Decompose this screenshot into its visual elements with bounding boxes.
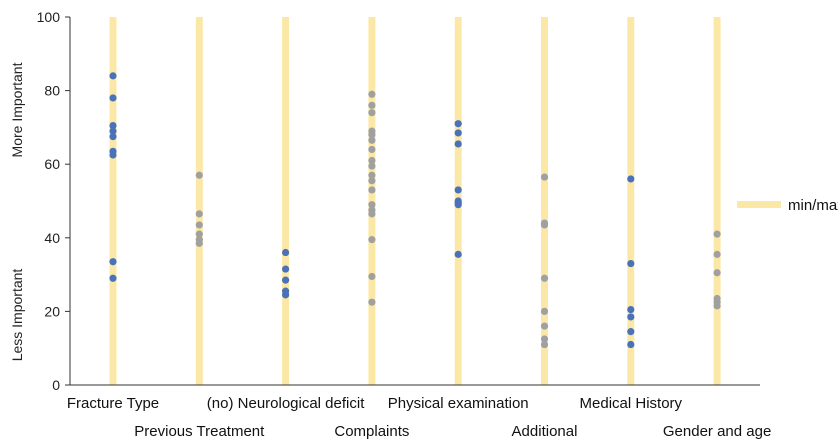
data-point: [454, 140, 462, 148]
data-point: [454, 250, 462, 258]
data-point: [368, 101, 376, 109]
data-point: [713, 302, 721, 310]
data-point: [109, 151, 117, 159]
y-tick-label: 80: [44, 83, 60, 99]
ylabel-lower: Less Important: [9, 269, 25, 362]
data-point: [713, 230, 721, 238]
data-point: [109, 258, 117, 266]
data-point: [195, 171, 203, 179]
data-point: [195, 210, 203, 218]
data-point: [109, 121, 117, 130]
data-point: [713, 269, 721, 277]
data-point: [540, 322, 549, 330]
legend-label: min/max: [788, 197, 838, 214]
data-point: [282, 265, 290, 273]
category-label: Additional: [512, 423, 578, 439]
data-point: [368, 136, 376, 144]
data-point: [627, 340, 635, 349]
range-bar: [713, 17, 721, 385]
data-point: [109, 127, 117, 135]
y-tick-label: 40: [44, 230, 60, 246]
range-bar: [282, 17, 290, 385]
data-point: [368, 201, 376, 209]
data-point: [454, 201, 462, 209]
category-label: Gender and age: [663, 423, 771, 439]
data-point: [454, 129, 462, 137]
data-point: [368, 210, 376, 218]
y-tick-label: 0: [52, 377, 60, 393]
data-point: [627, 305, 635, 314]
data-point: [195, 239, 203, 247]
data-point: [368, 186, 376, 194]
data-point: [454, 120, 462, 128]
data-point: [454, 186, 462, 194]
range-bar: [109, 17, 117, 385]
range-bar: [627, 17, 635, 385]
data-point: [368, 272, 376, 281]
legend-swatch: [737, 201, 781, 208]
data-point: [109, 72, 117, 80]
data-point: [109, 133, 117, 141]
data-point: [109, 274, 117, 282]
range-bar: [195, 17, 203, 385]
data-point: [627, 259, 635, 268]
category-label: Complaints: [334, 423, 409, 439]
category-label: Physical examination: [388, 395, 529, 412]
data-point: [368, 236, 376, 244]
data-point: [195, 230, 203, 238]
category-label: Previous Treatment: [134, 423, 265, 439]
data-point: [368, 156, 376, 165]
data-point: [540, 173, 549, 181]
data-point: [368, 131, 376, 139]
data-point: [282, 291, 290, 299]
category-label: Fracture Type: [67, 395, 159, 412]
data-point: [540, 340, 549, 349]
data-point: [540, 274, 549, 282]
range-bar: [368, 17, 376, 385]
data-point: [713, 250, 721, 258]
data-point: [368, 298, 376, 306]
data-point: [627, 313, 635, 321]
data-point: [282, 248, 290, 257]
category-label: (no) Neurological deficit: [207, 395, 365, 412]
data-point: [368, 177, 376, 185]
data-point: [282, 276, 290, 284]
data-point: [540, 307, 549, 315]
ylabel-upper: More Important: [9, 62, 25, 157]
y-tick-label: 20: [44, 303, 60, 319]
data-point: [627, 328, 635, 336]
data-point: [368, 171, 376, 179]
data-point: [540, 335, 549, 343]
range-bar: [541, 17, 548, 385]
data-point: [368, 109, 376, 117]
data-point: [540, 221, 549, 229]
data-point: [368, 90, 376, 98]
data-point: [195, 221, 203, 229]
data-point: [368, 162, 376, 170]
data-point: [368, 145, 376, 154]
y-tick-label: 100: [37, 9, 61, 25]
data-point: [627, 175, 635, 183]
data-point: [109, 94, 117, 102]
y-tick-label: 60: [44, 156, 60, 172]
category-label: Medical History: [580, 395, 683, 412]
